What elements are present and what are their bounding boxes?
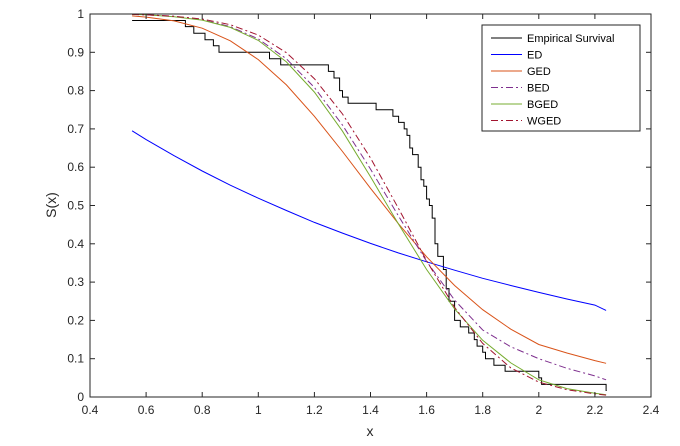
x-tick-label: 1.6 (418, 403, 435, 417)
series-line-empirical-survival (132, 20, 607, 391)
legend-label-bed: BED (527, 83, 550, 95)
x-tick-label: 0.4 (82, 403, 99, 417)
x-tick-label: 0.6 (138, 403, 155, 417)
y-tick-label: 0.1 (67, 352, 84, 366)
y-tick-label: 0.2 (67, 313, 84, 327)
x-tick-label: 2.2 (587, 403, 604, 417)
y-tick-label: 0.9 (67, 45, 84, 59)
legend-label-ged: GED (527, 66, 551, 78)
legend: Empirical Survival ED GED BED BGED WGED (481, 24, 641, 132)
x-tick-label: 1 (255, 403, 262, 417)
legend-label-wged: WGED (527, 116, 561, 128)
y-tick-label: 0.7 (67, 122, 84, 136)
x-tick-label: 1.2 (306, 403, 323, 417)
x-tick-label: 1.8 (474, 403, 491, 417)
series-line-ged (132, 15, 607, 364)
y-tick-label: 1 (77, 7, 84, 21)
x-axis-label: x (367, 423, 374, 439)
series-line-bged (132, 13, 607, 396)
legend-box (481, 24, 641, 132)
x-tick-label: 2.4 (643, 403, 660, 417)
legend-label-ed: ED (527, 50, 542, 62)
legend-label-empirical-survival: Empirical Survival (527, 33, 614, 45)
y-tick-label: 0.6 (67, 160, 84, 174)
x-tick-label: 2 (535, 403, 542, 417)
series-line-ed (131, 130, 607, 311)
y-axis-label: S(x) (43, 192, 59, 218)
y-tick-label: 0.3 (67, 275, 84, 289)
y-tick-label: 0.5 (67, 199, 84, 213)
y-tick-label: 0.8 (67, 84, 84, 98)
y-tick-label: 0 (77, 390, 84, 404)
x-tick-label: 1.4 (362, 403, 379, 417)
tick-layer: 0.4 0.6 0.8 1 1.2 1.4 1.6 1.8 2 2.2 2.4 0 0.1 0.2 0.3 0… (67, 7, 659, 417)
x-tick-label: 0.8 (194, 403, 211, 417)
y-tick-label: 0.4 (67, 237, 84, 251)
legend-label-bged: BGED (527, 99, 558, 111)
legend-items: Empirical Survival ED GED BED BGED WGED (491, 33, 614, 128)
